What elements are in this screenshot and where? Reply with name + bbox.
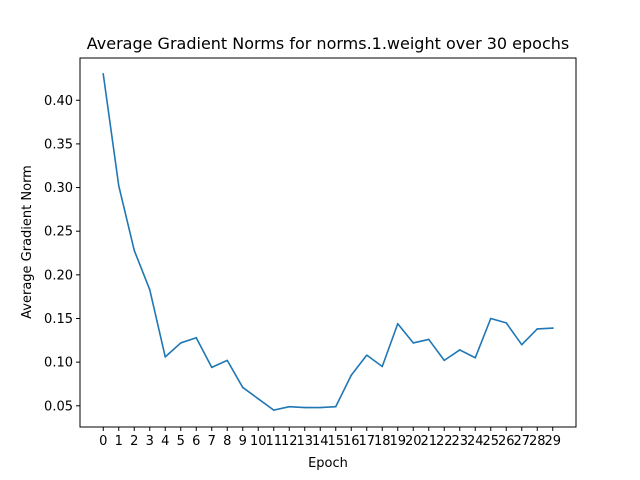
data-point (458, 349, 461, 351)
y-tick-label: 0.40 (44, 94, 73, 109)
y-tick-label: 0.20 (44, 268, 73, 283)
x-tick-label: 4 (161, 434, 169, 449)
data-point (148, 288, 151, 291)
data-point (288, 405, 291, 408)
series-layer (102, 73, 554, 411)
y-tick-label: 0.15 (44, 312, 73, 327)
x-tick-label: 6 (192, 434, 200, 449)
x-tick-label: 23 (451, 434, 468, 449)
data-point (133, 249, 136, 252)
chart-title: Average Gradient Norms for norms.1.weigh… (87, 34, 569, 53)
x-tick-label: 25 (482, 434, 499, 449)
data-point (396, 322, 399, 325)
y-tick-label: 0.35 (44, 137, 73, 152)
data-point (443, 359, 446, 362)
y-tick-label: 0.05 (44, 399, 73, 414)
data-point (303, 406, 306, 409)
x-tick-label: 19 (389, 434, 406, 449)
data-point (536, 328, 539, 330)
x-tick-label: 26 (498, 434, 515, 449)
data-point (272, 409, 275, 411)
x-tick-label: 0 (99, 434, 107, 449)
data-point (319, 406, 322, 409)
data-point (474, 356, 477, 359)
x-tick-label: 20 (405, 434, 422, 449)
x-tick-label: 22 (436, 434, 453, 449)
x-tick-label: 8 (223, 434, 231, 449)
x-axis-ticks: 0 1 2 3 4 5 6 7 8 9 101112131415161718192021222324… (99, 427, 561, 449)
x-tick-label: 11 (265, 434, 282, 449)
y-axis-label: Average Gradient Norm (20, 165, 35, 319)
data-point (164, 356, 167, 358)
data-point (195, 336, 198, 339)
data-point (257, 398, 260, 400)
x-tick-label: 15 (327, 434, 344, 449)
y-axis-ticks: 0.05 0.10 0.15 0.20 0.25 0.30 0.35 0.40 (44, 94, 80, 414)
x-tick-label: 28 (529, 434, 546, 449)
x-tick-label: 3 (146, 434, 154, 449)
x-tick-label: 1 (115, 434, 123, 449)
data-point (505, 322, 508, 324)
series-line (102, 73, 554, 411)
data-point (489, 317, 492, 320)
x-tick-label: 14 (312, 434, 329, 449)
data-point (381, 365, 384, 368)
x-tick-label: 18 (374, 434, 391, 449)
data-point (102, 73, 105, 75)
x-tick-label: 7 (208, 434, 216, 449)
data-point (427, 338, 430, 341)
data-point (179, 342, 182, 344)
data-point (365, 354, 368, 356)
x-tick-label: 21 (420, 434, 437, 449)
x-tick-label: 27 (513, 434, 530, 449)
x-tick-label: 24 (467, 434, 484, 449)
data-point (241, 386, 244, 389)
y-tick-label: 0.25 (44, 225, 73, 240)
x-tick-label: 12 (281, 434, 298, 449)
x-tick-label: 2 (130, 434, 138, 449)
x-tick-label: 10 (250, 434, 267, 449)
data-point (226, 359, 229, 362)
x-tick-label: 5 (177, 434, 185, 449)
y-tick-label: 0.10 (44, 356, 73, 371)
plot-frame (79, 57, 577, 428)
data-point (117, 185, 120, 187)
x-axis-label: Epoch (308, 456, 348, 471)
data-point (412, 342, 415, 344)
x-tick-label: 17 (358, 434, 375, 449)
y-tick-label: 0.30 (44, 181, 73, 196)
x-tick-label: 29 (544, 434, 561, 449)
x-tick-label: 9 (239, 434, 247, 449)
data-point (210, 366, 213, 369)
data-point (334, 405, 337, 408)
data-point (551, 327, 554, 329)
x-tick-label: 13 (296, 434, 313, 449)
data-point (350, 374, 353, 377)
data-point (520, 343, 523, 346)
x-tick-label: 16 (343, 434, 360, 449)
